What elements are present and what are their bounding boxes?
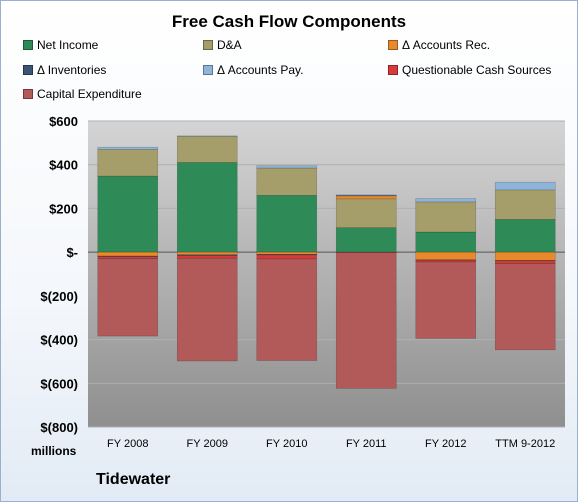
- bar-questionable-cash-sources-fy-2009: [176, 255, 238, 259]
- bar-net-income-ttm-9-2012: [494, 219, 556, 253]
- x-tick-label: TTM 9-2012: [495, 438, 555, 450]
- y-tick-label: $(800): [40, 420, 78, 435]
- grid-lines: [88, 120, 565, 428]
- bar-d-a-fy-2011: [335, 198, 397, 228]
- y-tick-label: $(400): [40, 333, 78, 348]
- company-name: Tidewater: [96, 471, 171, 488]
- legend-swatch-accounts-rec: [388, 40, 398, 50]
- legend-label-net-income: Net Income: [37, 38, 99, 52]
- bar-d-a-ttm-9-2012: [494, 189, 556, 220]
- bar-d-a-fy-2009: [176, 136, 238, 163]
- legend-swatch-capital-expenditure: [23, 89, 33, 99]
- x-tick-label: FY 2011: [346, 438, 387, 450]
- bar-net-income-fy-2009: [176, 162, 238, 253]
- bar-accounts-rec-fy-2009: [176, 251, 238, 256]
- bar-capital-expenditure-fy-2008: [97, 258, 159, 337]
- legend-item-da: D&A: [203, 38, 242, 52]
- bar-accounts-rec-fy-2012: [415, 251, 477, 261]
- legend-item-questionable-cash: Questionable Cash Sources: [388, 63, 551, 77]
- bar-net-income-fy-2010: [256, 195, 318, 253]
- bar-questionable-cash-sources-ttm-9-2012: [494, 260, 556, 264]
- legend-item-accounts-pay: Δ Accounts Pay.: [203, 63, 304, 77]
- legend-item-capital-expenditure: Capital Expenditure: [23, 87, 142, 101]
- x-tick-label: FY 2009: [187, 438, 228, 450]
- legend-label-da: D&A: [217, 38, 242, 52]
- legend-swatch-da: [203, 40, 213, 50]
- bar-d-a-fy-2010: [256, 167, 318, 196]
- legend-item-accounts-rec: Δ Accounts Rec.: [388, 38, 490, 52]
- legend-label-questionable-cash: Questionable Cash Sources: [402, 63, 552, 77]
- legend-label-accounts-rec: Δ Accounts Rec.: [402, 38, 491, 52]
- bar-capital-expenditure-ttm-9-2012: [494, 263, 556, 351]
- y-tick-label: $(600): [40, 376, 78, 391]
- legend-swatch-inventories: [23, 65, 33, 75]
- bar-accounts-pay-fy-2012: [415, 198, 477, 203]
- x-tick-label: FY 2012: [425, 438, 466, 450]
- y-tick-label: $400: [49, 158, 78, 173]
- x-tick-label: FY 2008: [107, 438, 148, 450]
- legend-label-capital-expenditure: Capital Expenditure: [37, 87, 142, 101]
- y-tick-label: $-: [66, 245, 78, 260]
- bar-capital-expenditure-fy-2010: [256, 258, 318, 361]
- legend-label-inventories: Δ Inventories: [37, 63, 107, 77]
- bar-accounts-rec-fy-2008: [97, 251, 159, 257]
- bar-accounts-pay-ttm-9-2012: [494, 181, 556, 191]
- legend-item-inventories: Δ Inventories: [23, 63, 106, 77]
- y-axis-ticks: $600 $400 $200 $- $(200) $(400) $(600) $(800): [40, 114, 78, 435]
- y-tick-label: $200: [49, 201, 78, 216]
- y-tick-label: $(200): [40, 289, 78, 304]
- legend-label-accounts-pay: Δ Accounts Pay.: [217, 63, 304, 77]
- bar-accounts-rec-fy-2010: [256, 251, 318, 255]
- bar-d-a-fy-2012: [415, 201, 477, 233]
- bars: [97, 135, 556, 389]
- bar-d-a-fy-2008: [97, 149, 159, 177]
- bar-accounts-rec-ttm-9-2012: [494, 251, 556, 261]
- bar-net-income-fy-2011: [335, 227, 397, 253]
- bar-capital-expenditure-fy-2012: [415, 261, 477, 339]
- legend-swatch-questionable-cash: [388, 65, 398, 75]
- x-axis-labels: FY 2008 FY 2009 FY 2010 FY 2011 FY 2012 TTM 9…: [107, 438, 555, 450]
- bar-accounts-pay-fy-2010: [256, 165, 318, 169]
- bar-net-income-fy-2012: [415, 231, 477, 253]
- bar-questionable-cash-sources-fy-2010: [256, 254, 318, 260]
- x-tick-label: FY 2010: [266, 438, 307, 450]
- plot-area: [88, 121, 565, 427]
- legend-swatch-accounts-pay: [203, 65, 213, 75]
- units-label: millions: [31, 444, 77, 458]
- bar-accounts-pay-fy-2008: [97, 146, 159, 150]
- y-tick-label: $600: [49, 114, 78, 129]
- legend-item-net-income: Net Income: [23, 38, 98, 52]
- bar-accounts-pay-fy-2011: [335, 194, 397, 196]
- chart-title: Free Cash Flow Components: [171, 12, 407, 31]
- bar-net-income-fy-2008: [97, 175, 159, 253]
- bar-capital-expenditure-fy-2009: [176, 257, 238, 362]
- legend-swatch-net-income: [23, 40, 33, 50]
- bar-capital-expenditure-fy-2011: [335, 252, 397, 389]
- bar-accounts-pay-fy-2009: [176, 135, 238, 137]
